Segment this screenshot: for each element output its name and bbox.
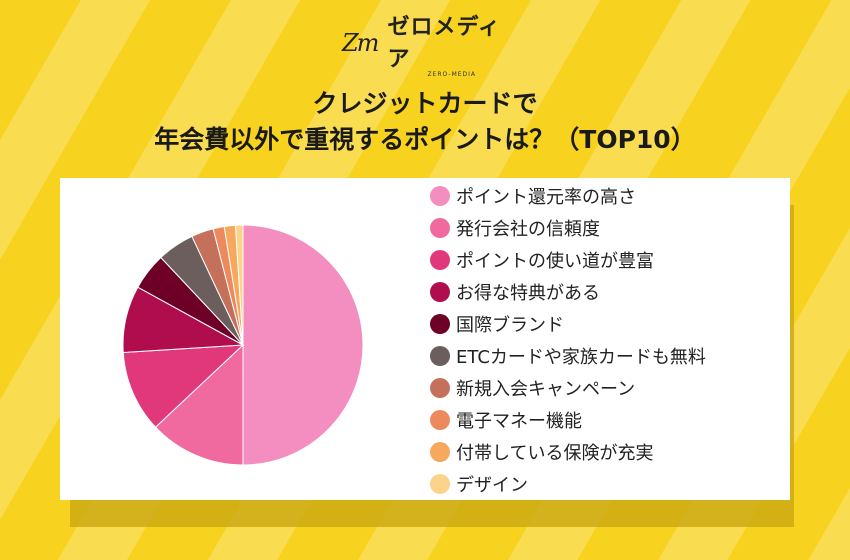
brand-name: ゼロメディア [387,14,501,72]
legend-label: デザイン [456,475,528,496]
legend-label: ETCカードや家族カードも無料 [456,347,706,368]
brand-mark: Zm [342,29,379,57]
pie-slice-3 [122,344,245,428]
legend-item-5: 国際ブランド [430,308,706,340]
legend-label: 電子マネー機能 [456,411,582,432]
legend-label: 付帯している保険が充実 [456,443,654,464]
brand-wordmark: ゼロメディア ZERO-MEDIA [387,9,512,78]
legend-swatch [430,314,450,334]
legend-swatch [430,410,450,430]
pie-slice-10 [234,224,244,346]
brand-logo: Zm ゼロメディア ZERO-MEDIA [342,15,512,78]
legend-swatch [430,442,450,462]
legend-label: 国際ブランド [456,315,564,336]
legend-swatch [430,346,450,366]
legend-label: ポイント還元率の高さ [456,187,636,208]
pie-slice-1 [242,224,364,466]
legend-swatch [430,282,450,302]
legend-label: 発行会社の信頼度 [456,219,600,240]
chart-legend: ポイント還元率の高さ 発行会社の信頼度ポイントの使い道が豊富 お得な特典がある 国際ブ… [430,180,706,500]
legend-item-1: ポイント還元率の高さ [430,180,706,212]
legend-swatch [430,378,450,398]
legend-item-9: 付帯している保険が充実 [430,436,706,468]
legend-label: お得な特典がある [456,283,600,304]
legend-label: ポイントの使い道が豊富 [456,251,654,272]
title-line-2: 年会費以外で重視するポイントは？（TOP10） [154,125,696,154]
legend-swatch [430,186,450,206]
legend-item-3: ポイントの使い道が豊富 [430,244,706,276]
legend-item-7: 新規入会キャンペーン [430,372,706,404]
legend-item-4: お得な特典がある [430,276,706,308]
page-title: クレジットカードで 年会費以外で重視するポイントは？（TOP10） [0,86,850,158]
title-line-1: クレジットカードで [312,89,538,118]
legend-item-8: 電子マネー機能 [430,404,706,436]
legend-item-6: ETCカードや家族カードも無料 [430,340,706,372]
brand-subtitle: ZERO-MEDIA [427,70,477,78]
legend-item-2: 発行会社の信頼度 [430,212,706,244]
legend-swatch [430,474,450,494]
pie-chart [122,224,364,466]
legend-swatch [430,218,450,238]
legend-swatch [430,250,450,270]
legend-label: 新規入会キャンペーン [456,379,636,400]
pie-slice-2 [154,343,244,466]
legend-item-10: デザイン [430,468,706,500]
